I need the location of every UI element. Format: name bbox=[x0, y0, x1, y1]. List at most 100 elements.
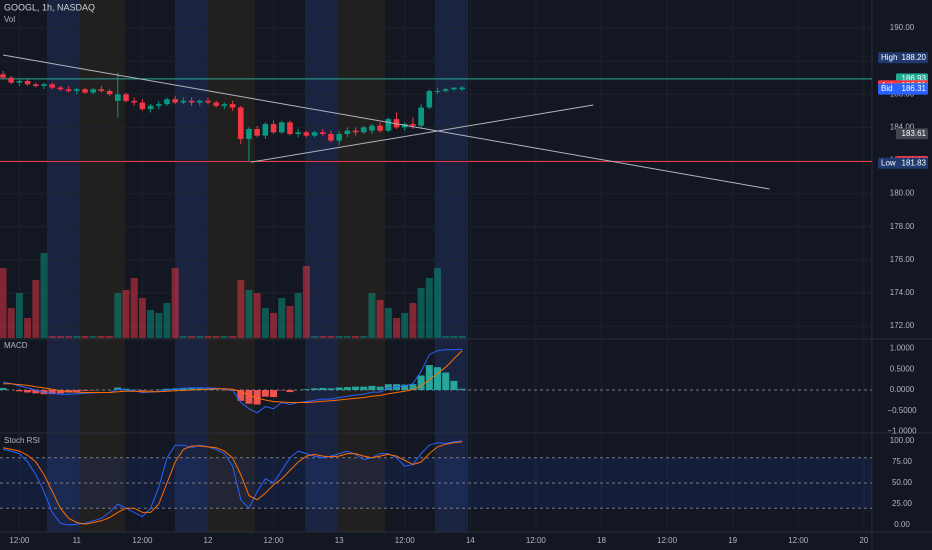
macd-line bbox=[2, 348, 463, 414]
candle-body bbox=[41, 84, 47, 86]
macd-histogram bbox=[360, 386, 368, 391]
x-tick-label: 12:00 bbox=[264, 536, 285, 545]
volume-bar bbox=[302, 266, 310, 338]
y-tick-label: 25.00 bbox=[892, 499, 913, 508]
x-tick-label: 12:00 bbox=[395, 536, 416, 545]
price-badge-name: Bid bbox=[881, 84, 893, 93]
volume-bar bbox=[245, 290, 253, 338]
volume-bar bbox=[376, 300, 384, 338]
price-badge-value: 186.93 bbox=[902, 74, 927, 83]
price-badge-name: High bbox=[881, 53, 897, 62]
volume-bar bbox=[327, 336, 335, 338]
session-band bbox=[305, 0, 338, 532]
candle-body bbox=[418, 107, 424, 126]
candle-body bbox=[295, 132, 301, 134]
macd-line bbox=[3, 350, 463, 403]
volume-bar bbox=[89, 336, 97, 338]
volume-bar bbox=[114, 293, 122, 338]
volume-bar bbox=[179, 336, 187, 338]
candle-body bbox=[246, 129, 252, 139]
volume-bar bbox=[319, 336, 327, 338]
volume-bar bbox=[450, 336, 458, 338]
x-tick-label: 12:00 bbox=[788, 536, 809, 545]
candle-body bbox=[270, 124, 277, 133]
macd-histogram bbox=[245, 390, 253, 404]
candle-body bbox=[33, 84, 39, 86]
volume-bar bbox=[220, 336, 228, 338]
macd-title: MACD bbox=[4, 341, 28, 350]
volume-bar bbox=[352, 336, 360, 338]
volume-bar bbox=[442, 336, 450, 338]
macd-histogram bbox=[458, 388, 466, 391]
y-tick-label: 0.5000 bbox=[890, 364, 915, 373]
candle-body bbox=[106, 90, 113, 95]
price-badge-value: 186.31 bbox=[902, 84, 927, 93]
volume-bar bbox=[401, 313, 409, 338]
y-tick-label: 0.00 bbox=[894, 520, 910, 529]
volume-bar bbox=[311, 336, 319, 338]
stoch-line bbox=[2, 440, 463, 526]
macd-histogram bbox=[122, 388, 130, 391]
macd-histogram bbox=[15, 390, 23, 392]
macd-histogram bbox=[368, 385, 376, 391]
macd-histogram bbox=[179, 387, 187, 391]
macd-histogram bbox=[237, 390, 245, 401]
macd-histogram bbox=[352, 386, 360, 391]
y-tick-label: 0.0000 bbox=[890, 385, 915, 394]
candle-body bbox=[442, 89, 449, 91]
volume-bar bbox=[24, 318, 32, 338]
candle-body bbox=[229, 104, 236, 108]
candle-body bbox=[278, 122, 285, 133]
y-tick-label: 184.00 bbox=[890, 122, 915, 131]
session-band bbox=[208, 0, 255, 532]
macd-histogram bbox=[163, 388, 171, 391]
macd-histogram bbox=[417, 375, 425, 391]
y-tick-label: 1.0000 bbox=[890, 344, 915, 353]
candle-body bbox=[172, 99, 178, 103]
candle-body bbox=[24, 80, 31, 85]
price-badge bbox=[878, 157, 928, 169]
candle-body bbox=[344, 130, 351, 134]
volume-bar bbox=[65, 336, 73, 338]
volume-bar bbox=[237, 280, 245, 338]
candle-body bbox=[90, 89, 97, 93]
x-tick-label: 19 bbox=[728, 536, 737, 545]
x-tick-label: 11 bbox=[73, 536, 82, 545]
macd-histogram bbox=[56, 390, 64, 394]
macd-histogram bbox=[327, 388, 335, 391]
candle-body bbox=[0, 74, 6, 78]
candle-body bbox=[328, 133, 334, 141]
session-band bbox=[435, 0, 468, 532]
volume-bar bbox=[368, 293, 376, 338]
price-badge-value: 183.61 bbox=[902, 129, 927, 138]
y-tick-label: 50.00 bbox=[892, 478, 913, 487]
volume-bar bbox=[40, 253, 48, 338]
y-tick-label: 100.00 bbox=[890, 436, 915, 445]
volume-bar bbox=[73, 336, 81, 338]
y-tick-label: 172.00 bbox=[890, 321, 915, 330]
y-tick-label: 190.00 bbox=[890, 23, 915, 32]
candle-body bbox=[98, 89, 105, 91]
y-tick-label: 176.00 bbox=[890, 255, 915, 264]
volume-bar bbox=[138, 298, 146, 338]
candle-body bbox=[426, 90, 433, 108]
candle-body bbox=[180, 100, 187, 103]
y-tick-label: 178.00 bbox=[890, 222, 915, 231]
volume-bar bbox=[97, 336, 105, 338]
candle-body bbox=[451, 87, 457, 90]
macd-histogram bbox=[261, 390, 269, 397]
macd-histogram bbox=[24, 390, 32, 393]
macd-histogram bbox=[286, 390, 294, 393]
macd-histogram bbox=[434, 367, 442, 391]
y-tick-label: 174.00 bbox=[890, 288, 915, 297]
volume-bar bbox=[253, 293, 261, 338]
stoch-title: Stoch RSI bbox=[4, 436, 40, 445]
macd-histogram bbox=[409, 384, 417, 391]
volume-bar bbox=[425, 278, 433, 338]
price-badge-value: 181.83 bbox=[902, 158, 927, 167]
y-tick-label: 180.00 bbox=[890, 189, 915, 198]
macd-histogram bbox=[0, 387, 7, 391]
volume-bar bbox=[188, 336, 196, 338]
stoch-band bbox=[0, 457, 872, 509]
